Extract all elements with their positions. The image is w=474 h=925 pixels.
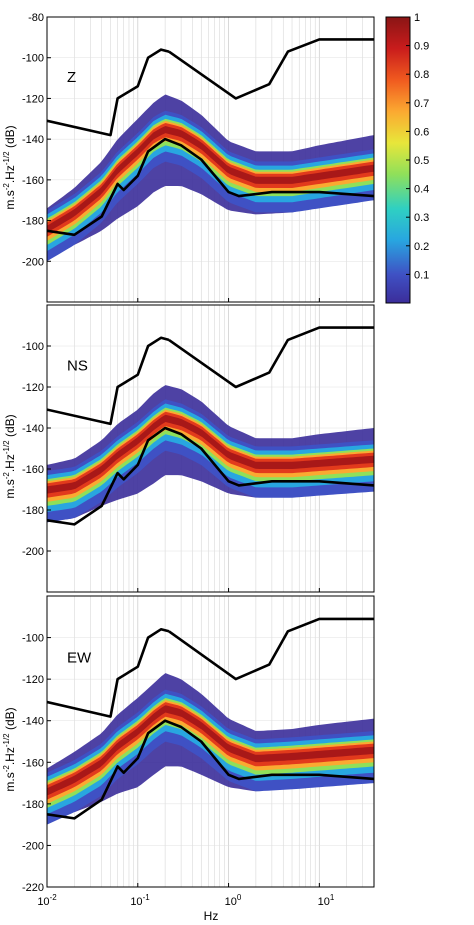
colorbar-tick-label: 0.6 bbox=[414, 126, 429, 138]
y-tick-label: -160 bbox=[22, 464, 44, 476]
colorbar-tick-label: 0.2 bbox=[414, 241, 429, 253]
panel-z: -200 -180 -160 -140 -120 -100 -80 Zm.s-2.Hz-1/2… bbox=[2, 12, 375, 303]
y-tick-label: -120 bbox=[22, 93, 44, 105]
colorbar-tick-label: 1 bbox=[414, 12, 420, 24]
y-tick-label: -100 bbox=[22, 341, 44, 353]
y-axis-label: m.s-2.Hz-1/2 (dB) bbox=[2, 707, 17, 791]
y-tick-label: -200 bbox=[22, 840, 44, 852]
y-tick-label: -140 bbox=[22, 134, 44, 146]
y-tick-label: -80 bbox=[28, 12, 44, 24]
nhnm-curve bbox=[47, 426, 374, 526]
psd-ridge-layer-5 bbox=[47, 126, 374, 233]
colorbar-tick-label: 0.5 bbox=[414, 155, 429, 167]
psd-ridge-layer-5 bbox=[47, 705, 374, 796]
y-tick-label: -100 bbox=[22, 53, 44, 65]
x-tick-label-0: 10-2 bbox=[37, 893, 57, 908]
colorbar-tick-label: 0.3 bbox=[414, 212, 429, 224]
nlnm-curve-1 bbox=[168, 326, 374, 389]
nhnm-curve bbox=[47, 719, 374, 820]
y-tick-label: -180 bbox=[22, 216, 44, 228]
x-axis: 10-2 10-1 100 101 Hz bbox=[37, 893, 335, 923]
colorbar-tick-label: 0.1 bbox=[414, 269, 429, 281]
y-tick-label: -160 bbox=[22, 757, 44, 769]
y-tick-label: -120 bbox=[22, 382, 44, 394]
y-tick-label: -180 bbox=[22, 505, 44, 517]
panel-axes-box bbox=[46, 304, 375, 593]
panel-axes-box bbox=[46, 595, 375, 888]
y-tick-label: -200 bbox=[22, 546, 44, 558]
component-label-z: Z bbox=[67, 69, 76, 86]
colorbar-tick-label: 0.4 bbox=[414, 184, 429, 196]
x-axis-label: Hz bbox=[204, 909, 219, 923]
y-tick-label: -120 bbox=[22, 674, 44, 686]
x-tick-label-1: 10-1 bbox=[130, 893, 150, 908]
y-axis-label: m.s-2.Hz-1/2 (dB) bbox=[2, 125, 17, 209]
colorbar-tick-label: 0.7 bbox=[414, 98, 429, 110]
panel-axes-box bbox=[46, 16, 375, 303]
x-tick-label-2: 100 bbox=[225, 893, 242, 908]
psd-ridge-layer-4 bbox=[47, 411, 374, 498]
nhnm-curve bbox=[47, 137, 374, 237]
x-tick-label-3: 101 bbox=[318, 893, 335, 908]
nlnm-curve-1 bbox=[168, 617, 374, 681]
y-tick-label: -160 bbox=[22, 175, 44, 187]
nlnm-curve-0 bbox=[47, 48, 170, 137]
nlnm-curve-0 bbox=[47, 336, 170, 426]
panel-ns: -200 -180 -160 -140 -120 -100 NS m.s-2.Hz-1/2 (… bbox=[2, 304, 375, 593]
nlnm-curve-1 bbox=[168, 38, 374, 100]
psd-ridge-layer-1 bbox=[47, 114, 374, 252]
psd-ridge-layer-2 bbox=[47, 118, 374, 245]
y-tick-label: -100 bbox=[22, 633, 44, 645]
y-tick-label: -220 bbox=[22, 882, 44, 894]
y-tick-label: -140 bbox=[22, 423, 44, 435]
y-axis-label: m.s-2.Hz-1/2 (dB) bbox=[2, 414, 17, 498]
nlnm-curve-0 bbox=[47, 627, 170, 718]
y-tick-label: -180 bbox=[22, 799, 44, 811]
component-label-ns: NS bbox=[67, 358, 88, 375]
panel-ew: -220 -200 -180 -160 -140 -120 -100 EW m.s-2.Hz-1… bbox=[2, 595, 375, 894]
y-tick-label: -140 bbox=[22, 716, 44, 728]
psd-ridge-layer-5 bbox=[47, 414, 374, 494]
y-tick-label: -200 bbox=[22, 256, 44, 268]
colorbar: 0.1 0.2 0.3 0.4 0.5 0.6 0.7 0.8 0.9 1 bbox=[385, 12, 429, 304]
component-label-ew: EW bbox=[67, 650, 92, 667]
colorbar-tick-label: 0.9 bbox=[414, 41, 429, 53]
colorbar-tick-label: 0.8 bbox=[414, 69, 429, 81]
